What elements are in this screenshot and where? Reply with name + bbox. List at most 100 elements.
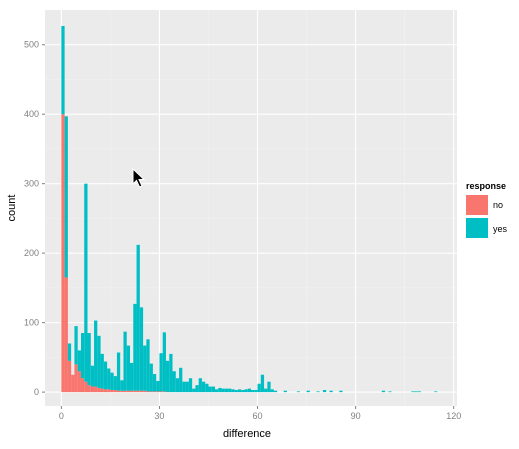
bar-no [80, 378, 85, 393]
bar-yes [434, 391, 438, 393]
bar-yes [143, 345, 147, 391]
bar-yes [316, 391, 320, 393]
bar-yes [139, 307, 144, 391]
y-tick-label: 200 [24, 248, 39, 258]
bar-yes [152, 374, 157, 392]
bar-no [146, 391, 150, 393]
bar-no [110, 390, 114, 393]
bar-yes [156, 380, 160, 392]
bar-yes [329, 390, 333, 393]
bar-yes [231, 389, 235, 393]
bar-yes [254, 390, 258, 393]
bar-yes [251, 390, 255, 393]
bar-yes [192, 388, 196, 393]
bar-no [126, 390, 131, 393]
x-axis-title: difference [223, 428, 271, 440]
bar-yes [90, 365, 95, 387]
bar-yes [169, 353, 173, 393]
x-axis: 0 30 60 90 120 [59, 406, 461, 421]
bar-yes [74, 326, 78, 365]
bar-yes [205, 383, 209, 393]
bar-yes [381, 390, 386, 393]
x-tick-label: 120 [446, 411, 461, 421]
bar-yes [61, 25, 65, 115]
legend-swatch-yes [466, 218, 488, 238]
y-tick-label: 500 [24, 40, 39, 50]
bar-yes [182, 381, 186, 393]
y-tick-label: 100 [24, 318, 39, 328]
bar-yes [146, 339, 150, 392]
legend-label-yes: yes [493, 224, 508, 234]
plot-panel [45, 10, 457, 406]
bar-no [64, 277, 68, 393]
bar-no [139, 390, 144, 393]
bar-yes [417, 391, 422, 393]
x-tick-label: 30 [154, 411, 164, 421]
bar-yes [228, 388, 232, 393]
bars [61, 25, 438, 393]
bar-no [143, 390, 147, 393]
bar-no [84, 381, 88, 393]
bar-yes [273, 390, 278, 393]
bar-yes [247, 388, 251, 393]
bar-yes [120, 380, 124, 391]
bar-yes [306, 390, 310, 393]
legend-swatch-no [466, 195, 488, 215]
bar-yes [296, 391, 301, 393]
bar-yes [159, 353, 163, 392]
bar-yes [113, 376, 117, 391]
bar-yes [67, 343, 72, 361]
bar-yes [77, 350, 81, 372]
bar-no [97, 387, 101, 393]
bar-yes [339, 390, 343, 393]
y-tick-label: 0 [34, 387, 39, 397]
y-tick-label: 400 [24, 109, 39, 119]
bar-yes [97, 335, 101, 388]
bar-yes [116, 352, 121, 391]
bar-no [107, 389, 111, 393]
bar-yes [136, 244, 140, 391]
legend-label-no: no [493, 200, 503, 210]
bar-no [71, 374, 75, 393]
bar-no [149, 391, 153, 393]
bar-no [87, 385, 91, 393]
bar-yes [215, 389, 219, 393]
bar-yes [270, 389, 274, 393]
bar-no [103, 389, 108, 393]
bar-no [61, 114, 65, 393]
bar-no [116, 390, 121, 393]
bar-yes [237, 389, 242, 393]
bar-yes [411, 391, 415, 393]
bar-yes [84, 183, 88, 382]
y-tick-label: 300 [24, 179, 39, 189]
bar-yes [283, 390, 287, 393]
bar-yes [100, 353, 104, 389]
bar-no [130, 390, 134, 393]
bar-no [136, 390, 140, 393]
bar-no [123, 390, 127, 393]
bar-yes [414, 391, 418, 393]
bar-yes [172, 371, 176, 393]
bar-yes [201, 381, 206, 393]
bar-yes [103, 361, 108, 390]
bar-yes [322, 390, 327, 393]
bar-yes [80, 333, 85, 379]
bar-yes [221, 388, 225, 393]
bar-yes [94, 320, 98, 387]
minor-grid [45, 10, 457, 406]
bar-no [94, 386, 98, 393]
bar-no [100, 388, 104, 393]
y-axis-title: count [6, 195, 18, 222]
bar-yes [211, 386, 216, 393]
bar-yes [241, 390, 245, 393]
bar-yes [130, 362, 134, 391]
bar-yes [388, 391, 392, 393]
bar-yes [208, 386, 212, 393]
bar-yes [257, 383, 261, 393]
bar-yes [64, 116, 68, 278]
bar-no [74, 364, 78, 393]
bar-no [152, 391, 157, 393]
bar-yes [107, 368, 111, 390]
bar-no [133, 390, 137, 393]
